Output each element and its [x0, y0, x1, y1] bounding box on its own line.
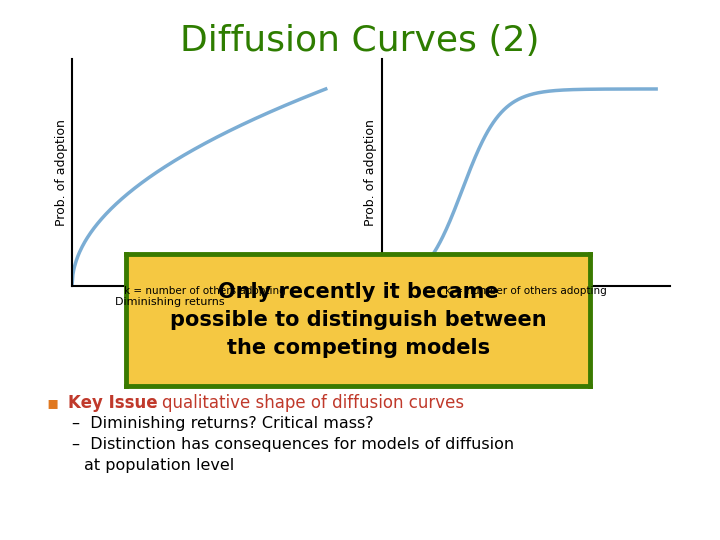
Text: : qualitative shape of diffusion curves: : qualitative shape of diffusion curves	[151, 394, 464, 412]
Text: Diminishing returns: Diminishing returns	[115, 297, 225, 307]
Text: k = number of others adopting: k = number of others adopting	[125, 286, 286, 296]
Text: –  Diminishing returns? Critical mass?: – Diminishing returns? Critical mass?	[72, 416, 374, 431]
Text: k = number of others adopting: k = number of others adopting	[445, 286, 606, 296]
Text: Diffusion Curves (2): Diffusion Curves (2)	[180, 24, 540, 58]
Text: –  Distinction has consequences for models of diffusion: – Distinction has consequences for model…	[72, 437, 514, 453]
Text: Only recently it became
possible to distinguish between
the competing models: Only recently it became possible to dist…	[170, 282, 546, 358]
Y-axis label: Prob. of adoption: Prob. of adoption	[364, 119, 377, 226]
Y-axis label: Prob. of adoption: Prob. of adoption	[55, 119, 68, 226]
Text: ▪: ▪	[47, 394, 59, 412]
Text: Key Issue: Key Issue	[68, 394, 158, 412]
Text: at population level: at population level	[84, 458, 235, 473]
